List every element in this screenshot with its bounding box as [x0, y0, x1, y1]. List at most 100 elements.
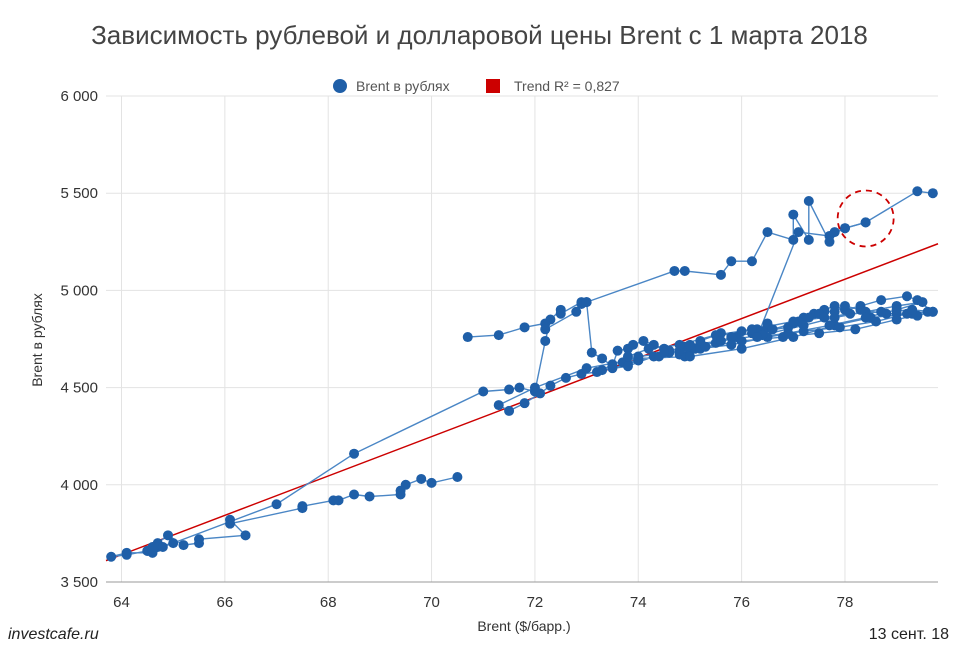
- data-point: [819, 312, 830, 323]
- data-point: [328, 495, 339, 506]
- data-point: [927, 306, 938, 317]
- data-point: [462, 332, 473, 343]
- data-point: [824, 236, 835, 247]
- data-point: [839, 223, 850, 234]
- data-point: [426, 477, 437, 488]
- date-label: 13 сент. 18: [868, 626, 949, 643]
- y-tick-label: 6 000: [60, 88, 98, 105]
- data-point: [700, 341, 711, 352]
- data-point: [829, 312, 840, 323]
- data-point: [726, 339, 737, 350]
- data-point: [803, 234, 814, 245]
- data-point: [349, 489, 360, 500]
- x-tick-label: 64: [113, 594, 130, 611]
- legend-label-brent: Brent в рублях: [356, 78, 450, 94]
- series-line-layer: [111, 190, 935, 558]
- data-point: [493, 330, 504, 341]
- data-point: [876, 306, 887, 317]
- data-point: [679, 265, 690, 276]
- data-point: [597, 353, 608, 364]
- data-point: [622, 351, 633, 362]
- data-point: [891, 304, 902, 315]
- x-axis-label: Brent ($/барр.): [477, 618, 570, 634]
- data-point: [850, 324, 861, 335]
- data-point: [147, 545, 158, 556]
- data-point: [178, 540, 189, 551]
- y-axis-label: Brent в рублях: [29, 293, 45, 387]
- legend-marker-brent: [333, 79, 347, 93]
- data-point: [767, 324, 778, 335]
- data-point: [927, 188, 938, 199]
- data-point: [860, 312, 871, 323]
- legend-label-trend: Trend R² = 0,827: [514, 78, 620, 94]
- data-point: [168, 538, 179, 549]
- data-point: [669, 265, 680, 276]
- data-point: [540, 324, 551, 335]
- points-layer: [106, 186, 938, 562]
- data-point: [416, 473, 427, 484]
- data-point: [752, 332, 763, 343]
- data-point: [628, 339, 639, 350]
- data-point: [493, 400, 504, 411]
- y-tick-label: 4 500: [60, 380, 98, 397]
- data-point: [798, 320, 809, 331]
- source-label: investcafe.ru: [8, 626, 99, 643]
- data-point: [684, 351, 695, 362]
- data-point: [638, 335, 649, 346]
- data-point: [271, 499, 282, 510]
- data-point: [715, 335, 726, 346]
- x-tick-label: 70: [423, 594, 440, 611]
- data-point: [834, 322, 845, 333]
- data-point: [803, 195, 814, 206]
- data-point: [225, 514, 236, 525]
- data-point: [297, 503, 308, 514]
- data-point: [803, 312, 814, 323]
- annotation-layer: [836, 189, 895, 248]
- x-tick-label: 66: [217, 594, 234, 611]
- data-point: [684, 339, 695, 350]
- data-point: [643, 343, 654, 354]
- data-point: [194, 538, 205, 549]
- data-point: [659, 347, 670, 358]
- data-point: [746, 324, 757, 335]
- x-tick-label: 68: [320, 594, 337, 611]
- data-point: [163, 530, 174, 541]
- x-tick-label: 76: [733, 594, 750, 611]
- data-point: [560, 372, 571, 383]
- data-point: [157, 542, 168, 553]
- data-point: [545, 380, 556, 391]
- x-tick-label: 72: [527, 594, 544, 611]
- data-point: [876, 295, 887, 306]
- data-point: [586, 347, 597, 358]
- x-tick-label: 78: [837, 594, 854, 611]
- data-point: [571, 306, 582, 317]
- data-point: [715, 269, 726, 280]
- data-point: [912, 186, 923, 197]
- legend: Brent в рублях Trend R² = 0,827: [333, 78, 620, 94]
- data-point: [478, 386, 489, 397]
- data-point: [726, 332, 737, 343]
- x-tick-label: 74: [630, 594, 647, 611]
- data-point: [762, 227, 773, 238]
- data-point: [529, 382, 540, 393]
- data-point: [364, 491, 375, 502]
- data-point: [504, 384, 515, 395]
- data-point: [726, 256, 737, 267]
- data-point: [736, 343, 747, 354]
- data-point: [907, 304, 918, 315]
- data-point: [452, 472, 463, 483]
- data-point: [814, 328, 825, 339]
- y-tick-label: 5 000: [60, 282, 98, 299]
- data-point: [788, 234, 799, 245]
- data-point: [870, 316, 881, 327]
- data-point: [860, 217, 871, 228]
- data-point: [788, 316, 799, 327]
- legend-marker-trend: [486, 79, 500, 93]
- data-point: [901, 291, 912, 302]
- data-point: [829, 227, 840, 238]
- data-point: [845, 308, 856, 319]
- data-point: [121, 549, 132, 560]
- y-tick-label: 5 500: [60, 185, 98, 202]
- data-point: [839, 300, 850, 311]
